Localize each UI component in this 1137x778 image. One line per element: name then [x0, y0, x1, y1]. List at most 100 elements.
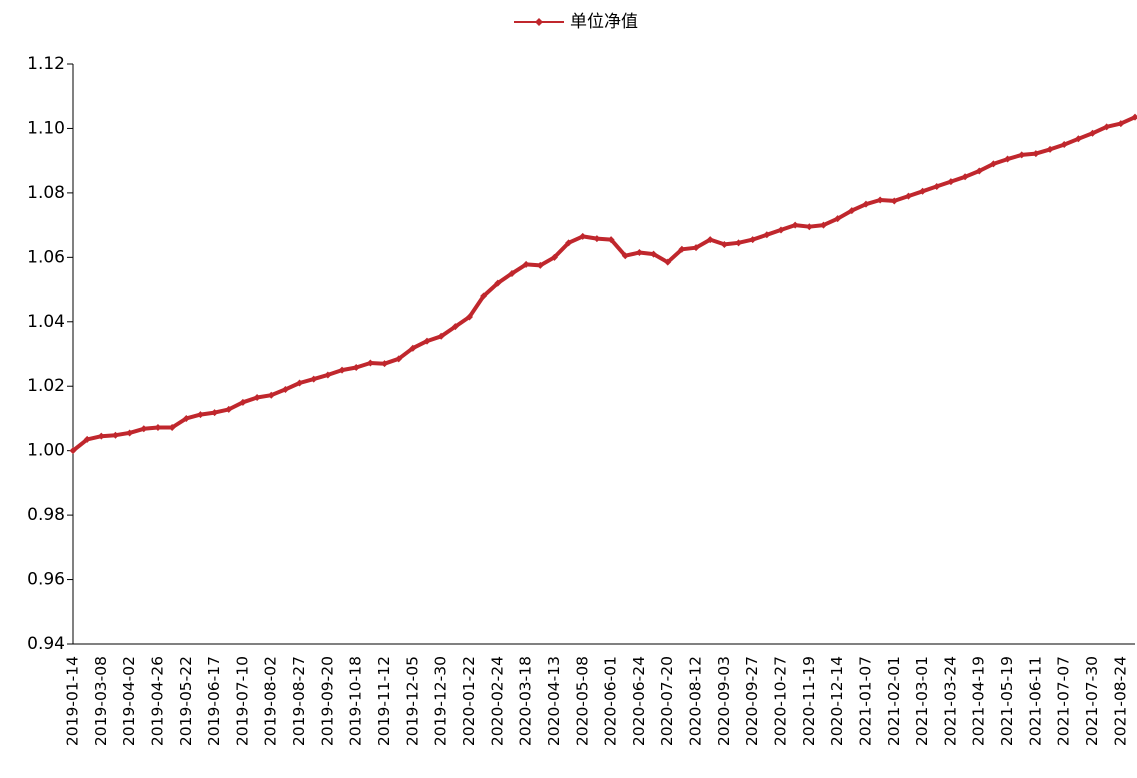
- point-marker: [465, 313, 473, 321]
- y-tick-label: 1.08: [27, 183, 65, 203]
- point-marker: [154, 423, 162, 431]
- point-marker: [196, 411, 204, 419]
- point-marker: [536, 261, 544, 269]
- point-marker: [607, 236, 615, 244]
- x-tick-label: 2020-09-03: [715, 656, 733, 746]
- x-tick-label: 2019-10-18: [347, 656, 365, 746]
- point-marker: [692, 244, 700, 252]
- x-tick-label: 2020-01-22: [460, 656, 478, 746]
- x-tick-label: 2019-01-14: [64, 656, 82, 746]
- y-tick-label: 1.00: [27, 441, 65, 461]
- point-marker: [423, 337, 431, 345]
- x-tick-label: 2021-08-24: [1111, 656, 1129, 746]
- point-marker: [1089, 129, 1097, 137]
- point-marker: [111, 431, 119, 439]
- point-marker: [522, 260, 530, 268]
- x-tick-label: 2020-03-18: [517, 656, 535, 746]
- point-marker: [296, 379, 304, 387]
- y-tick-label: 1.06: [27, 247, 65, 267]
- point-marker: [310, 375, 318, 383]
- point-marker: [239, 398, 247, 406]
- x-tick-label: 2019-07-10: [233, 656, 251, 746]
- point-marker: [933, 182, 941, 190]
- y-tick-label: 1.12: [27, 54, 65, 74]
- y-tick-label: 1.10: [27, 118, 65, 138]
- point-marker: [211, 409, 219, 417]
- x-tick-label: 2019-05-22: [177, 656, 195, 746]
- point-marker: [904, 192, 912, 200]
- x-tick-label: 2020-05-08: [573, 656, 591, 746]
- point-marker: [706, 236, 714, 244]
- x-tick-label: 2019-04-02: [120, 656, 138, 746]
- point-marker: [805, 223, 813, 231]
- point-marker: [508, 269, 516, 277]
- point-marker: [1060, 141, 1068, 149]
- y-tick-label: 0.96: [27, 570, 65, 590]
- point-marker: [1018, 151, 1026, 159]
- series-line: [71, 115, 1136, 453]
- point-marker: [763, 231, 771, 239]
- point-marker: [919, 187, 927, 195]
- x-tick-label: 2021-01-07: [856, 656, 874, 746]
- point-marker: [1103, 123, 1111, 131]
- x-tick-label: 2020-12-14: [828, 656, 846, 746]
- legend-label: 单位净值: [570, 12, 638, 32]
- point-marker: [451, 323, 459, 331]
- point-marker: [635, 249, 643, 256]
- x-tick-label: 2020-04-13: [545, 656, 563, 746]
- x-tick-label: 2021-07-07: [1055, 656, 1073, 746]
- x-tick-label: 2020-10-27: [772, 656, 790, 746]
- point-marker: [480, 292, 488, 300]
- point-marker: [678, 245, 686, 253]
- x-tick-label: 2019-09-20: [318, 656, 336, 746]
- point-marker: [579, 232, 587, 240]
- point-marker: [735, 239, 743, 247]
- point-marker: [876, 196, 884, 204]
- point-marker: [777, 226, 785, 234]
- y-tick-label: 1.02: [27, 376, 65, 396]
- point-marker: [819, 221, 827, 229]
- point-marker: [381, 360, 389, 368]
- point-marker: [338, 366, 346, 374]
- x-tick-label: 2020-06-24: [630, 656, 648, 746]
- point-marker: [281, 385, 289, 393]
- y-tick-label: 0.98: [27, 505, 65, 525]
- point-marker: [834, 215, 842, 223]
- x-tick-label: 2020-11-19: [800, 656, 818, 746]
- point-marker: [961, 173, 969, 181]
- point-marker: [182, 414, 190, 422]
- point-marker: [720, 240, 728, 248]
- x-tick-label: 2019-03-08: [92, 656, 110, 746]
- point-marker: [83, 435, 91, 443]
- x-tick-label: 2019-11-12: [375, 656, 393, 746]
- x-tick-label: 2021-06-11: [1026, 656, 1044, 746]
- x-tick-label: 2019-06-17: [205, 656, 223, 746]
- x-tick-label: 2020-02-24: [488, 656, 506, 746]
- point-marker: [749, 236, 757, 244]
- point-marker: [862, 200, 870, 208]
- point-marker: [97, 432, 105, 440]
- point-marker: [565, 239, 573, 247]
- point-marker: [593, 235, 601, 243]
- point-marker: [409, 344, 417, 352]
- legend-marker: [535, 18, 543, 26]
- point-marker: [1074, 135, 1082, 143]
- point-marker: [890, 197, 898, 205]
- x-tick-label: 2021-04-19: [970, 656, 988, 746]
- point-marker: [848, 207, 856, 215]
- point-marker: [126, 429, 134, 437]
- point-marker: [267, 391, 275, 399]
- point-marker: [650, 250, 658, 258]
- point-marker: [947, 178, 955, 186]
- point-marker: [69, 447, 77, 455]
- point-marker: [437, 332, 445, 340]
- x-tick-label: 2021-02-01: [885, 656, 903, 746]
- point-marker: [168, 423, 176, 431]
- x-tick-label: 2020-08-12: [687, 656, 705, 746]
- x-tick-label: 2020-06-01: [602, 656, 620, 746]
- point-marker: [324, 371, 332, 379]
- x-tick-label: 2019-08-27: [290, 656, 308, 746]
- y-tick-label: 0.94: [27, 634, 65, 654]
- point-marker: [225, 405, 233, 413]
- point-marker: [1032, 150, 1040, 158]
